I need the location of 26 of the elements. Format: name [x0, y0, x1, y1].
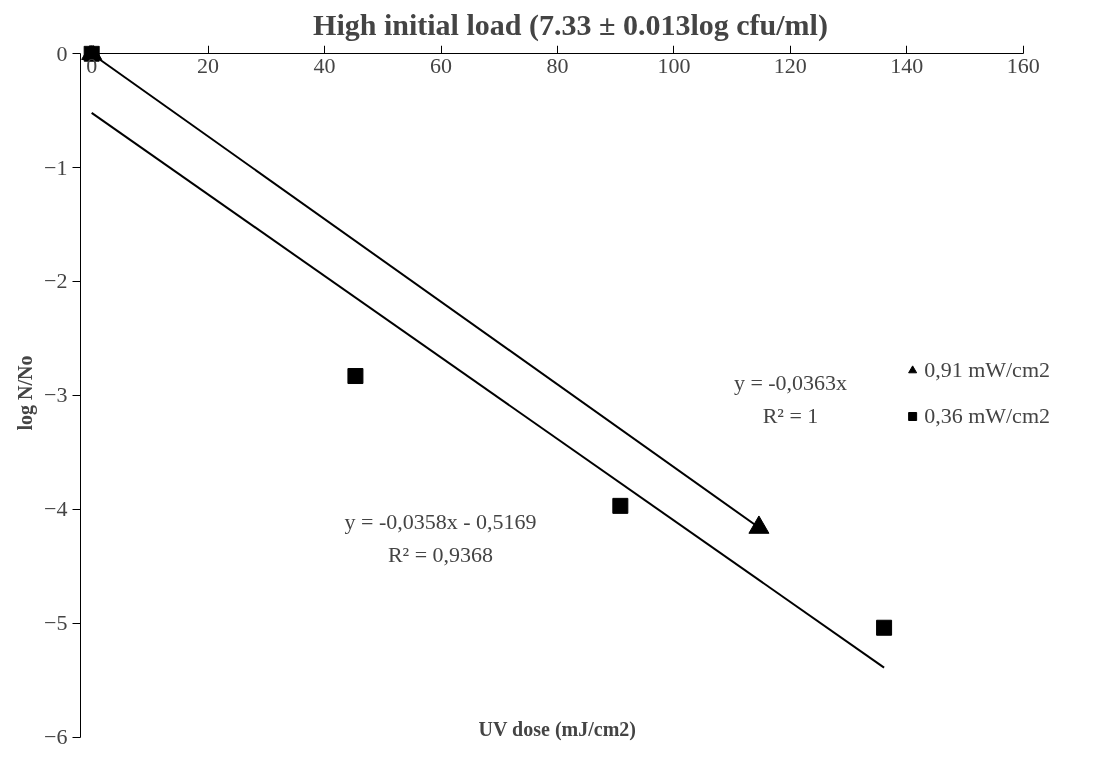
- x-tick-label: 120: [773, 52, 807, 78]
- legend-label: 0,36 mW/cm2: [924, 402, 1050, 429]
- x-tick-label: 60: [430, 52, 453, 78]
- y-tick-label: −2: [44, 268, 68, 294]
- y-tick-label: −5: [44, 610, 68, 636]
- y-axis-title: log N/No: [14, 355, 38, 431]
- annotation: R² = 0,9368: [387, 541, 494, 567]
- y-tick-label: −4: [44, 496, 68, 522]
- annotation: y = -0,0358x - 0,5169: [344, 509, 537, 534]
- annotation: y = -0,0363x: [733, 370, 848, 396]
- point: [612, 497, 629, 514]
- x-tick-label: 160: [1006, 52, 1040, 78]
- point: [347, 368, 364, 385]
- annotation: R² = 1: [762, 403, 819, 429]
- y-tick-label: −1: [44, 154, 68, 180]
- x-tick-label: 40: [313, 52, 336, 78]
- x-axis-title: UV dose (mJ/cm2): [478, 718, 636, 742]
- legend-label: 0,91 mW/cm2: [924, 356, 1050, 383]
- point: [876, 619, 893, 636]
- x-tick-label: 140: [890, 52, 924, 78]
- y-tick-label: −3: [44, 382, 68, 408]
- x-tick-label: 100: [657, 52, 691, 78]
- x-tick-label: 80: [546, 52, 569, 78]
- x-tick-label: 20: [197, 52, 220, 78]
- chart-title: High initial load (7.33 ± 0.013log cfu/ml): [313, 7, 828, 42]
- y-tick-label: −6: [44, 724, 68, 750]
